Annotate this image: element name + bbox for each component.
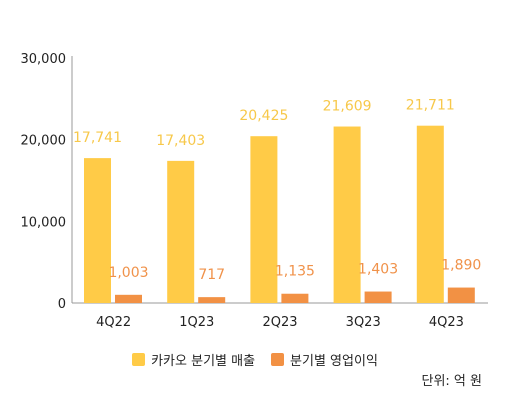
bar-operating-profit [115, 294, 142, 303]
x-tick-label: 1Q23 [179, 315, 214, 330]
bar-revenue [416, 125, 444, 303]
y-tick-label: 10,000 [21, 215, 67, 230]
unit-note: 단위: 억 원 [421, 374, 483, 389]
legend-label-revenue: 카카오 분기별 매출 [151, 354, 256, 369]
bar-revenue [333, 126, 361, 304]
data-label-revenue: 21,711 [406, 98, 455, 114]
y-tick-label: 20,000 [21, 134, 67, 149]
bar-revenue [250, 136, 278, 303]
x-tick-label: 4Q22 [96, 315, 131, 330]
legend-swatch-operating-profit [271, 353, 285, 366]
y-tick-label: 0 [58, 297, 66, 312]
x-tick-label: 4Q23 [429, 315, 464, 330]
data-label-operating-profit: 1,003 [108, 265, 148, 281]
data-label-operating-profit: 1,890 [441, 258, 481, 274]
bar-operating-profit [198, 297, 226, 303]
bar-operating-profit [364, 291, 392, 303]
x-tick-label: 2Q23 [262, 315, 297, 330]
bar-revenue [167, 160, 195, 303]
data-label-revenue: 21,609 [323, 99, 372, 115]
data-label-operating-profit: 717 [198, 267, 225, 283]
data-label-operating-profit: 1,403 [358, 262, 398, 278]
legend: 카카오 분기별 매출 분기별 영업이익 [0, 350, 510, 369]
legend-item-revenue: 카카오 분기별 매출 [132, 350, 255, 369]
y-tick-label: 30,000 [21, 52, 67, 67]
legend-swatch-revenue [132, 353, 146, 366]
data-label-operating-profit: 1,135 [275, 264, 315, 280]
x-tick-label: 3Q23 [346, 315, 381, 330]
data-label-revenue: 17,403 [156, 133, 205, 149]
legend-label-operating-profit: 분기별 영업이익 [290, 354, 378, 369]
data-label-revenue: 17,741 [73, 130, 122, 146]
bar-revenue [84, 158, 111, 303]
bar-operating-profit [281, 293, 309, 303]
legend-item-operating-profit: 분기별 영업이익 [271, 350, 378, 369]
data-label-revenue: 20,425 [239, 108, 288, 124]
bar-operating-profit [447, 287, 475, 303]
